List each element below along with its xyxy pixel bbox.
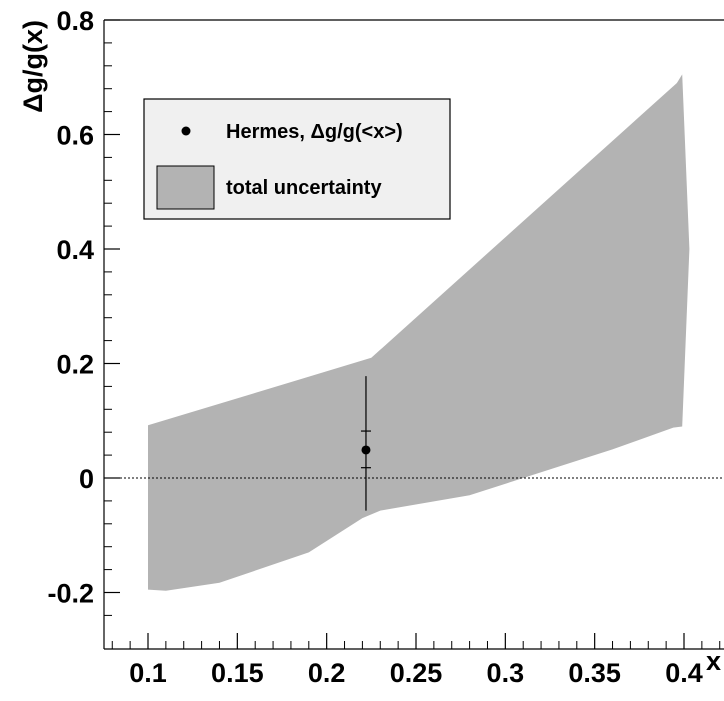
x-axis-label: x xyxy=(706,646,721,676)
x-tick-label-2: 0.2 xyxy=(308,658,346,688)
x-tick-label-5: 0.35 xyxy=(568,658,621,688)
y-tick-label-3: 0.4 xyxy=(56,235,94,265)
legend: Hermes, Δg/g(<x>) total uncertainty xyxy=(143,98,451,220)
legend-band-swatch xyxy=(156,165,215,210)
x-tick-label-3: 0.25 xyxy=(390,658,443,688)
y-tick-label-5: 0.8 xyxy=(56,6,94,36)
uncertainty-band xyxy=(148,74,690,591)
y-tick-label-0: -0.2 xyxy=(47,579,94,609)
axes-layer: -0.2 0 0.2 0.4 0.6 0.8 0.1 0.15 0.2 0.25 0.3 0.35 0.… xyxy=(47,6,724,688)
legend-point-label: Hermes, Δg/g(<x>) xyxy=(226,121,403,143)
x-tick-label-6: 0.4 xyxy=(665,658,703,688)
x-tick-label-0: 0.1 xyxy=(129,658,167,688)
y-tick-label-1: 0 xyxy=(79,464,94,494)
y-tick-label-4: 0.6 xyxy=(56,121,94,151)
y-axis-label: Δg/g(x) xyxy=(18,20,48,113)
x-tick-label-1: 0.15 xyxy=(211,658,264,688)
y-tick-label-2: 0.2 xyxy=(56,350,94,380)
x-tick-label-4: 0.3 xyxy=(487,658,525,688)
hermes-data-point xyxy=(361,445,371,455)
legend-point-marker xyxy=(181,126,191,136)
legend-band-label: total uncertainty xyxy=(226,177,382,199)
band-layer xyxy=(148,74,690,591)
point-layer xyxy=(360,376,371,511)
